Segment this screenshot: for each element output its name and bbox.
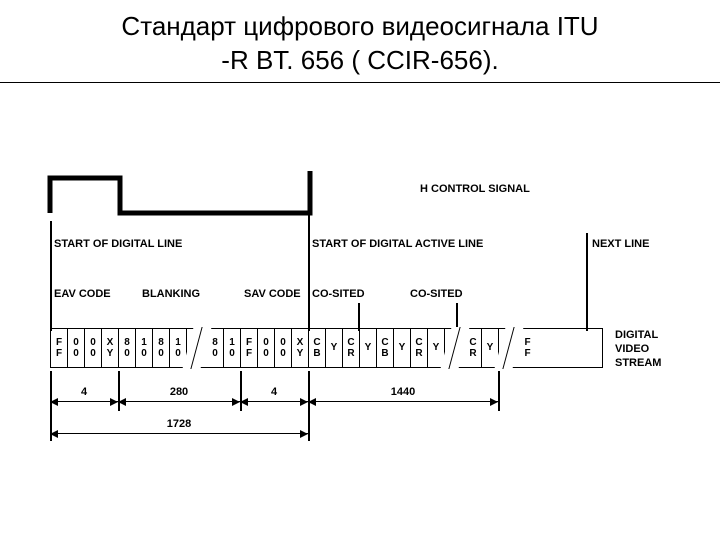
tick-start-line [50, 221, 52, 331]
next-line-label: NEXT LINE [592, 238, 649, 250]
byte-sav-3: XY [292, 329, 309, 367]
dim-sav: 4 [240, 401, 308, 402]
page-title: Стандарт цифрового видеосигнала ITU -R B… [0, 0, 720, 83]
dim-eav: 4 [50, 401, 118, 402]
start-active-line-label: START OF DIGITAL ACTIVE LINE [312, 238, 483, 250]
h-control-signal-waveform [40, 163, 400, 223]
byte-eav-0: FF [51, 329, 68, 367]
tick-start-active [308, 207, 310, 331]
byte-eav-1: 00 [68, 329, 85, 367]
dim-blank: 280 [118, 401, 240, 402]
byte-eav-2: 00 [85, 329, 102, 367]
byte-stream-row: FF 00 00 XY 80 10 80 10 80 10 FF 00 00 X… [50, 328, 603, 368]
co-sited-2-label: CO-SITED [410, 288, 463, 300]
byte-act-1: Y [326, 329, 343, 367]
h-control-signal-label: H CONTROL SIGNAL [420, 183, 530, 195]
byte-act-4: CB [377, 329, 394, 367]
gap-blanking [187, 329, 207, 367]
dim-tick-3 [308, 371, 310, 441]
tick-next-line [586, 233, 588, 331]
byte-act-3: Y [360, 329, 377, 367]
byte-sav-2: 00 [275, 329, 292, 367]
byte-blank-1: 10 [136, 329, 153, 367]
byte-blank-e1: 10 [224, 329, 241, 367]
title-line-1: Стандарт цифрового видеосигнала ITU [121, 11, 598, 41]
blanking-label: BLANKING [142, 288, 200, 300]
gap-active [445, 329, 465, 367]
sav-code-label: SAV CODE [244, 288, 301, 300]
byte-blank-2: 80 [153, 329, 170, 367]
byte-sav-1: 00 [258, 329, 275, 367]
title-line-2: -R BT. 656 ( CCIR-656). [221, 45, 498, 75]
digital-video-stream-label: DIGITAL VIDEO STREAM [615, 328, 661, 371]
dim-tick-4 [498, 371, 500, 411]
byte-act-6: CR [411, 329, 428, 367]
dim-active: 1440 [308, 401, 498, 402]
byte-sav-0: FF [241, 329, 258, 367]
tick-cosited-1 [358, 303, 360, 331]
byte-act-0: CB [309, 329, 326, 367]
start-digital-line-label: START OF DIGITAL LINE [54, 238, 182, 250]
co-sited-1-label: CO-SITED [312, 288, 365, 300]
byte-eav-3: XY [102, 329, 119, 367]
eav-code-label: EAV CODE [54, 288, 111, 300]
diagram-area: H CONTROL SIGNAL START OF DIGITAL LINE S… [10, 83, 710, 523]
byte-blank-0: 80 [119, 329, 136, 367]
dim-total: 1728 [50, 433, 308, 434]
gap-next [499, 329, 519, 367]
byte-act-5: Y [394, 329, 411, 367]
byte-act-2: CR [343, 329, 360, 367]
